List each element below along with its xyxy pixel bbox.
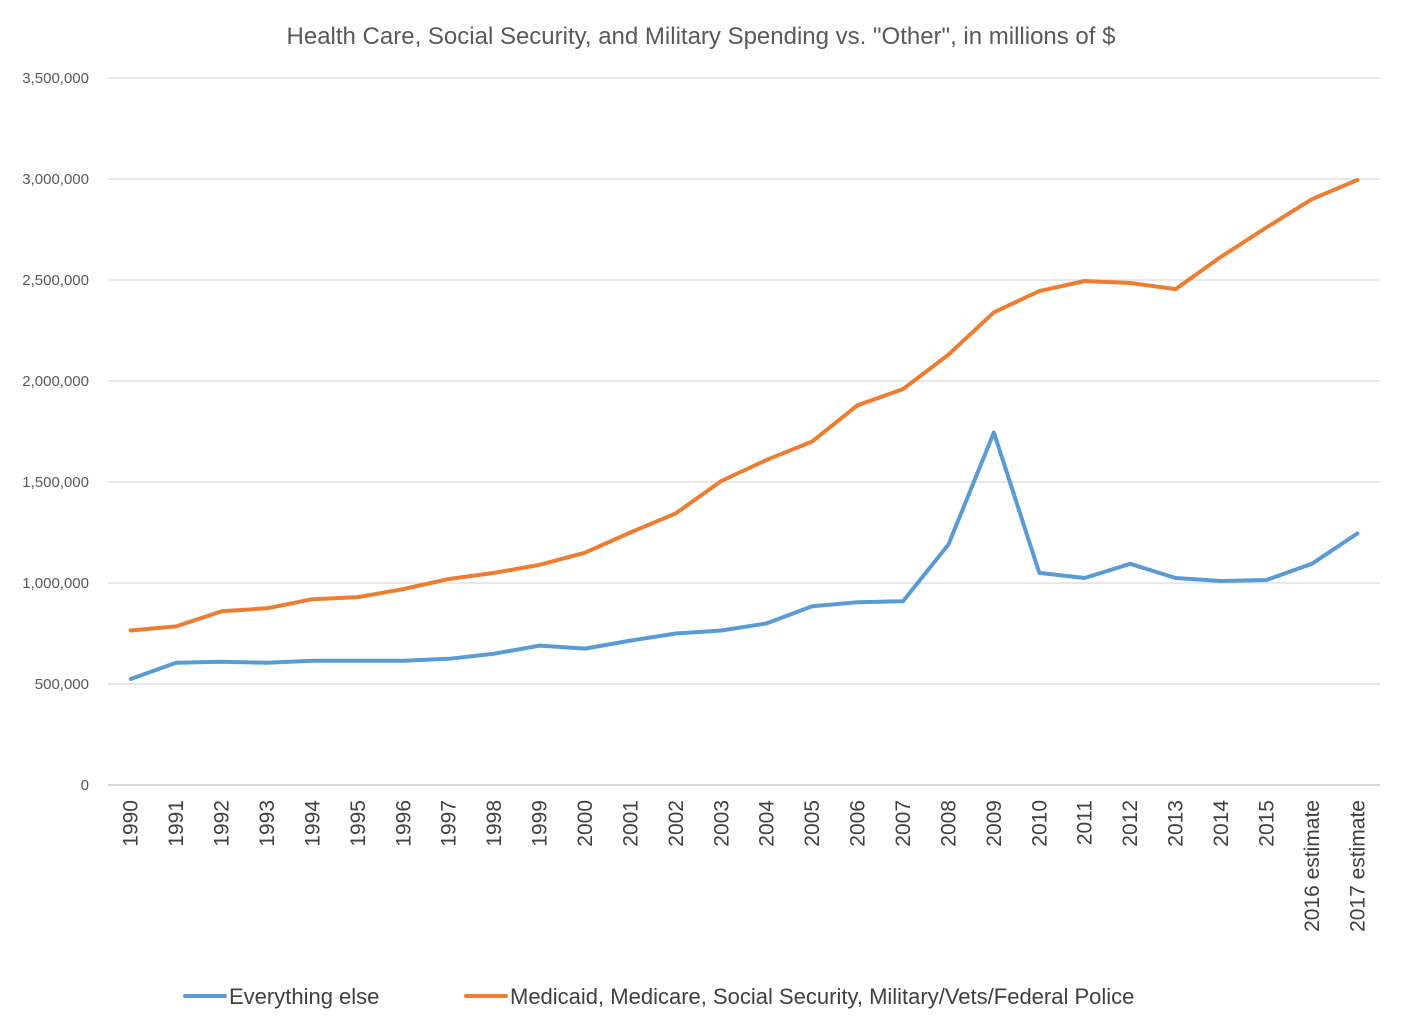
gridlines — [108, 77, 1380, 786]
x-tick-label: 2012 — [1119, 800, 1142, 847]
x-tick-label: 2005 — [801, 800, 824, 847]
y-tick-label: 2,000,000 — [22, 373, 89, 390]
x-tick-label: 2000 — [574, 800, 597, 847]
x-tick-label: 1993 — [256, 800, 279, 847]
x-tick-label: 2008 — [937, 800, 960, 847]
x-tick-label: 1992 — [211, 800, 234, 847]
series-lines — [128, 178, 1360, 681]
x-tick-label: 1998 — [483, 800, 506, 847]
x-tick-label: 2004 — [756, 800, 779, 847]
y-tick-label: 500,000 — [35, 676, 89, 693]
x-tick-label: 1996 — [392, 800, 415, 847]
x-tick-label: 2009 — [983, 800, 1006, 847]
x-tick-label: 2013 — [1165, 800, 1188, 847]
x-tick-label: 1995 — [347, 800, 370, 847]
series-line-everything-else — [128, 430, 1360, 681]
legend: Everything else Medicaid, Medicare, Socia… — [183, 984, 1134, 1009]
y-tick-label: 3,500,000 — [22, 70, 89, 87]
x-tick-label: 2011 — [1074, 800, 1097, 845]
y-tick-label: 2,500,000 — [22, 272, 89, 289]
x-tick-label: 2016 estimate — [1301, 800, 1324, 932]
legend-label: Medicaid, Medicare, Social Security, Mil… — [510, 984, 1134, 1009]
x-tick-label: 2017 estimate — [1346, 800, 1369, 932]
x-tick-label: 1999 — [529, 800, 552, 847]
x-tick-label: 1997 — [438, 800, 461, 847]
chart-title: Health Care, Social Security, and Milita… — [287, 23, 1116, 50]
x-tick-label: 1994 — [301, 800, 324, 847]
y-axis-ticks: 0 500,000 1,000,000 1,500,000 2,000,000 2,500… — [22, 70, 89, 794]
x-tick-label: 2006 — [847, 800, 870, 847]
x-tick-label: 2015 — [1255, 800, 1278, 847]
x-axis-ticks: 1990 1991 1992 1993 1994 1995 1996 1997 1998 1999… — [120, 800, 1370, 932]
y-tick-label: 1,000,000 — [22, 575, 89, 592]
y-tick-label: 1,500,000 — [22, 474, 89, 491]
y-tick-label: 0 — [81, 777, 89, 794]
x-tick-label: 2007 — [892, 800, 915, 847]
x-tick-label: 1990 — [120, 800, 143, 847]
y-tick-label: 3,000,000 — [22, 171, 89, 188]
x-tick-label: 2010 — [1028, 800, 1051, 847]
x-tick-label: 1991 — [165, 800, 188, 847]
legend-label: Everything else — [229, 984, 379, 1009]
x-tick-label: 2002 — [665, 800, 688, 847]
x-tick-label: 2001 — [619, 800, 642, 847]
x-tick-label: 2014 — [1210, 800, 1233, 847]
series-line-mandatory-spending — [128, 178, 1360, 633]
x-tick-label: 2003 — [710, 800, 733, 847]
